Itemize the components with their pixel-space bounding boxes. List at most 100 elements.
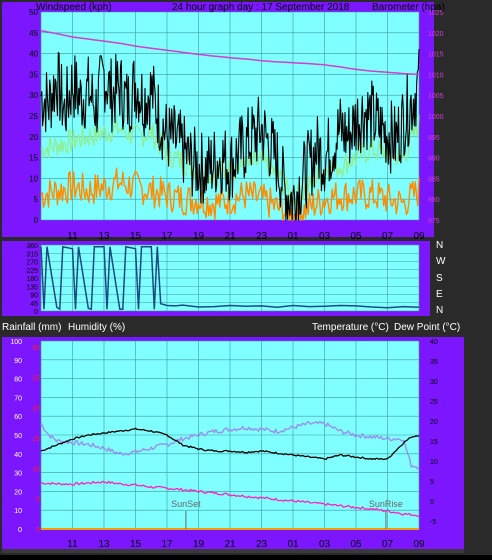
temp-y-tick-label: 35 [430, 359, 438, 366]
baro-y-tick-label: 1015 [428, 52, 444, 59]
humidity-y-tick-label: 20 [14, 489, 22, 496]
baro-y-tick-label: 1005 [428, 93, 444, 100]
rain-y-tick-label: 0 [36, 527, 40, 534]
temp-x-tick-label: 09 [413, 539, 425, 550]
temp-x-tick-label: 23 [256, 539, 268, 550]
baro-y-tick-label: 1010 [428, 72, 444, 79]
wind-x-tick-label: 13 [98, 231, 110, 242]
temp-x-tick-label: 03 [319, 539, 331, 550]
wind-x-tick-label: 23 [256, 231, 268, 242]
humidity-y-tick-label: 100 [10, 339, 22, 346]
dewpoint-series [40, 480, 420, 518]
humidity-series [40, 420, 420, 470]
temp-y-tick-label: 25 [430, 399, 438, 406]
wind-x-tick-label: 05 [350, 231, 362, 242]
rain-y-tick-label: 30 [32, 345, 40, 352]
wind-x-tick-label: 01 [287, 231, 299, 242]
wind-y-tick-label: 20 [29, 133, 38, 142]
wind-y-tick-label: 45 [29, 29, 38, 38]
humidity-y-tick-label: 0 [18, 527, 22, 534]
wind-header-center: 24 hour graph day : 17 September 2018 [172, 2, 350, 13]
temp-x-tick-label: 15 [130, 539, 142, 550]
temp-x-tick-label: 21 [224, 539, 236, 550]
wind-y-tick-label: 30 [29, 91, 38, 100]
baro-y-tick-label: 1000 [428, 114, 444, 121]
wind-y-tick-label: 10 [29, 174, 38, 183]
bottom-strip [2, 549, 464, 553]
wind-x-tick-label: 07 [382, 231, 394, 242]
temp-x-tick-label: 11 [67, 539, 78, 550]
humidity-y-tick-label: 80 [14, 377, 22, 384]
wind-x-tick-label: 15 [130, 231, 142, 242]
wind-y-tick-label: 40 [29, 50, 38, 59]
humidity-y-tick-label: 10 [14, 508, 22, 515]
wind-y-tick-label: 0 [34, 216, 39, 225]
wind-x-tick-label: 11 [67, 231, 78, 242]
wind-header-right: Barometer (hpa) [372, 2, 445, 13]
temp-x-tick-label: 07 [382, 539, 394, 550]
rain-y-tick-label: 15 [32, 436, 40, 443]
temp-y-tick-label: 40 [430, 339, 438, 346]
temp-y-tick-label: 10 [430, 459, 438, 466]
rain-y-tick-label: 25 [32, 375, 40, 382]
dewpoint-header: Dew Point (°C) [394, 322, 460, 333]
wind-low-series [40, 167, 420, 221]
dir-label-n-bottom: N [436, 305, 443, 316]
baro-y-tick-label: 985 [428, 176, 440, 183]
dir-label-e: E [436, 289, 443, 300]
baro-y-tick-label: 995 [428, 135, 440, 142]
dir-y-tick-label: 90 [30, 293, 38, 300]
baro-y-tick-label: 975 [428, 218, 440, 225]
temp-x-tick-label: 01 [287, 539, 299, 550]
temp-y-tick-label: 30 [430, 379, 438, 386]
dir-y-tick-label: 135 [26, 284, 38, 291]
wind-header-left: Windspeed (kph) [36, 2, 112, 13]
wind-y-tick-label: 25 [29, 112, 38, 121]
humidity-y-tick-label: 50 [14, 433, 22, 440]
temp-x-tick-label: 17 [161, 539, 173, 550]
sun-annotation-label: SunRise [369, 499, 403, 509]
rainfall-header: Rainfall (mm) [2, 322, 61, 333]
baro-y-tick-label: 980 [428, 197, 440, 204]
temp-x-tick-label: 19 [193, 539, 205, 550]
rain-y-tick-label: 20 [32, 406, 40, 413]
baro-y-tick-label: 1020 [428, 31, 444, 38]
rain-y-tick-label: 5 [36, 497, 40, 504]
wind-y-tick-label: 50 [29, 8, 38, 17]
dir-label-w: W [436, 256, 446, 267]
dir-label-n-top: N [436, 240, 443, 251]
baro-y-tick-label: 990 [428, 156, 440, 163]
humidity-y-tick-label: 90 [14, 358, 22, 365]
temp-x-tick-label: 13 [98, 539, 110, 550]
dir-y-tick-label: 180 [26, 276, 38, 283]
temp-y-tick-label: 20 [430, 419, 438, 426]
temperature-series [40, 427, 420, 461]
dir-y-tick-label: 0 [34, 309, 38, 316]
dir-y-tick-label: 315 [26, 251, 38, 258]
wind-direction-series [40, 245, 420, 311]
wind-y-tick-label: 15 [29, 154, 38, 163]
wind-x-tick-label: 17 [161, 231, 173, 242]
humidity-y-tick-label: 70 [14, 395, 22, 402]
dir-y-tick-label: 270 [26, 260, 38, 267]
humidity-y-tick-label: 40 [14, 452, 22, 459]
sun-annotation-label: SunSet [171, 499, 201, 509]
dir-y-tick-label: 45 [30, 301, 38, 308]
wind-x-tick-label: 21 [224, 231, 236, 242]
baro-y-tick-label: 1025 [428, 10, 444, 17]
wind-x-tick-label: 03 [319, 231, 331, 242]
humidity-y-tick-label: 30 [14, 471, 22, 478]
dir-label-s: S [436, 273, 443, 284]
wind-x-tick-label: 19 [193, 231, 205, 242]
temp-y-tick-label: 5 [430, 479, 434, 486]
dir-y-tick-label: 360 [26, 243, 38, 250]
barometer-series [40, 29, 420, 76]
humidity-header: Humidity (%) [68, 322, 125, 333]
temperature-header: Temperature (°C) [312, 322, 389, 333]
temp-x-tick-label: 05 [350, 539, 362, 550]
temp-y-tick-label: 0 [430, 499, 434, 506]
bottom-right-frame [434, 337, 464, 549]
temp-y-tick-label: -5 [430, 519, 436, 526]
